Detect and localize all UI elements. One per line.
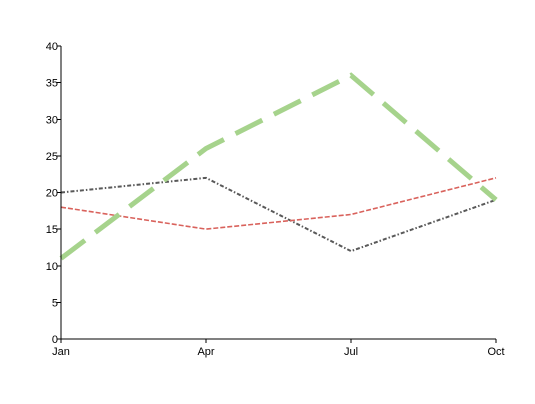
- y-tick-label: 15: [46, 224, 58, 236]
- y-tick-label: 10: [46, 261, 58, 273]
- x-tick-label: Oct: [487, 346, 504, 358]
- x-tick-label: Jan: [52, 346, 70, 358]
- y-tick-label: 0: [52, 334, 58, 346]
- y-tick-label: 5: [52, 297, 58, 309]
- series-layer: [59, 72, 498, 261]
- series-line-2: [60, 177, 497, 230]
- y-tick-label: 20: [46, 188, 58, 200]
- y-tick-label: 35: [46, 78, 58, 90]
- y-tick-label: 25: [46, 151, 58, 163]
- x-axis-ticks: Jan Apr Jul Oct: [52, 339, 505, 358]
- x-tick-label: Jul: [344, 346, 358, 358]
- x-tick-label: Apr: [197, 346, 214, 358]
- y-tick-label: 30: [46, 114, 58, 126]
- y-tick-label: 40: [46, 41, 58, 53]
- series-line-3: [59, 72, 498, 261]
- series-line-1: [60, 176, 497, 253]
- y-axis-ticks: 0 5 10 15 20 25 30 35 40: [46, 41, 61, 346]
